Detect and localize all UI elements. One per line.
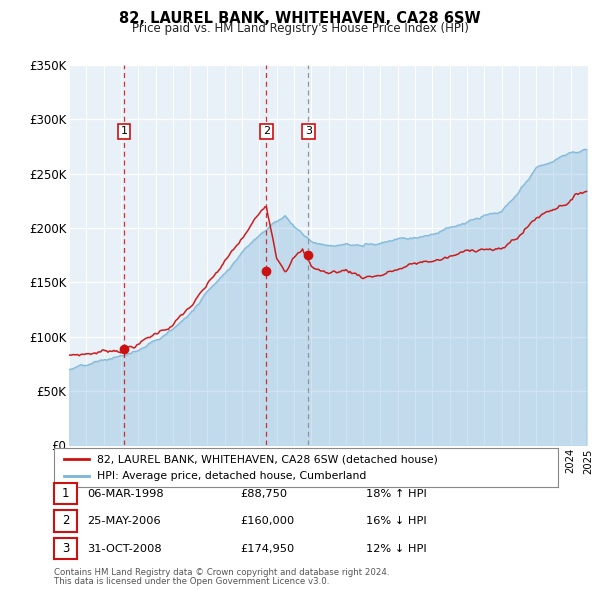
- Text: 82, LAUREL BANK, WHITEHAVEN, CA28 6SW (detached house): 82, LAUREL BANK, WHITEHAVEN, CA28 6SW (d…: [97, 454, 438, 464]
- Text: 3: 3: [62, 542, 69, 555]
- Text: 82, LAUREL BANK, WHITEHAVEN, CA28 6SW: 82, LAUREL BANK, WHITEHAVEN, CA28 6SW: [119, 11, 481, 25]
- Text: 2: 2: [263, 126, 270, 136]
- Text: 1: 1: [121, 126, 128, 136]
- Text: 3: 3: [305, 126, 312, 136]
- Text: 18% ↑ HPI: 18% ↑ HPI: [366, 489, 427, 499]
- Text: This data is licensed under the Open Government Licence v3.0.: This data is licensed under the Open Gov…: [54, 578, 329, 586]
- Text: Price paid vs. HM Land Registry's House Price Index (HPI): Price paid vs. HM Land Registry's House …: [131, 22, 469, 35]
- Text: 1: 1: [62, 487, 69, 500]
- Text: £88,750: £88,750: [240, 489, 287, 499]
- Text: 31-OCT-2008: 31-OCT-2008: [87, 544, 161, 553]
- Text: 16% ↓ HPI: 16% ↓ HPI: [366, 516, 427, 526]
- Text: HPI: Average price, detached house, Cumberland: HPI: Average price, detached house, Cumb…: [97, 471, 366, 481]
- Text: £160,000: £160,000: [240, 516, 294, 526]
- Text: 2: 2: [62, 514, 69, 527]
- Text: 25-MAY-2006: 25-MAY-2006: [87, 516, 161, 526]
- Text: 12% ↓ HPI: 12% ↓ HPI: [366, 544, 427, 553]
- Text: 06-MAR-1998: 06-MAR-1998: [87, 489, 164, 499]
- Text: Contains HM Land Registry data © Crown copyright and database right 2024.: Contains HM Land Registry data © Crown c…: [54, 568, 389, 577]
- Text: £174,950: £174,950: [240, 544, 294, 553]
